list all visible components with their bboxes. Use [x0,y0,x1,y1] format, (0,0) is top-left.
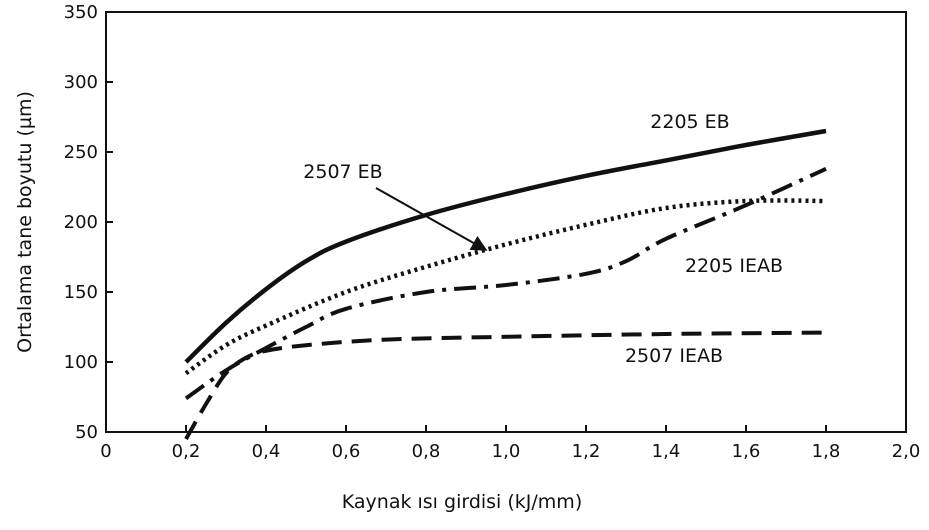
series-line-2507-ieab [184,330,827,440]
y-tick-label: 250 [64,142,98,163]
x-tick-label: 0,6 [332,441,361,462]
x-tick-label: 1,6 [732,441,761,462]
x-tick-label: 1,8 [812,441,841,462]
series-label-2507-eb: 2507 EB [303,161,382,183]
x-axis-title: Kaynak ısı girdisi (kJ/mm) [342,491,582,513]
series-label-2205-eb: 2205 EB [650,111,729,133]
x-tick-label: 1,0 [492,441,521,462]
x-tick-label: 2,0 [892,441,921,462]
y-tick-label: 300 [64,72,98,93]
annotation-arrow [375,187,488,251]
series-lines [184,128,827,440]
y-tick-label: 200 [64,212,98,233]
x-tick-label: 0,8 [412,441,441,462]
y-tick-label: 150 [64,282,98,303]
x-tick-label: 0,4 [252,441,281,462]
x-tick-label: 0 [100,441,111,462]
x-tick-label: 1,4 [652,441,681,462]
y-tick-label: 100 [64,352,98,373]
y-axis-title: Ortalama tane boyutu (µm) [14,91,36,353]
series-label-2507-ieab: 2507 IEAB [625,345,723,367]
series-line-2205-ieab [184,166,827,401]
series-line-2507-eb [184,198,827,376]
axis-ticks: 0 0,2 0,4 0,6 0,8 1,0 1,2 1,4 1,6 1,8 2,0 50 100 150 2… [64,2,921,462]
x-tick-label: 1,2 [572,441,601,462]
y-tick-label: 50 [75,422,98,443]
y-tick-label: 350 [64,2,98,23]
x-tick-label: 0,2 [172,441,201,462]
series-labels: 2205 EB 2507 EB 2205 IEAB 2507 IEAB [303,111,783,367]
series-line-2205-eb [184,128,827,364]
series-label-2205-ieab: 2205 IEAB [685,255,783,277]
